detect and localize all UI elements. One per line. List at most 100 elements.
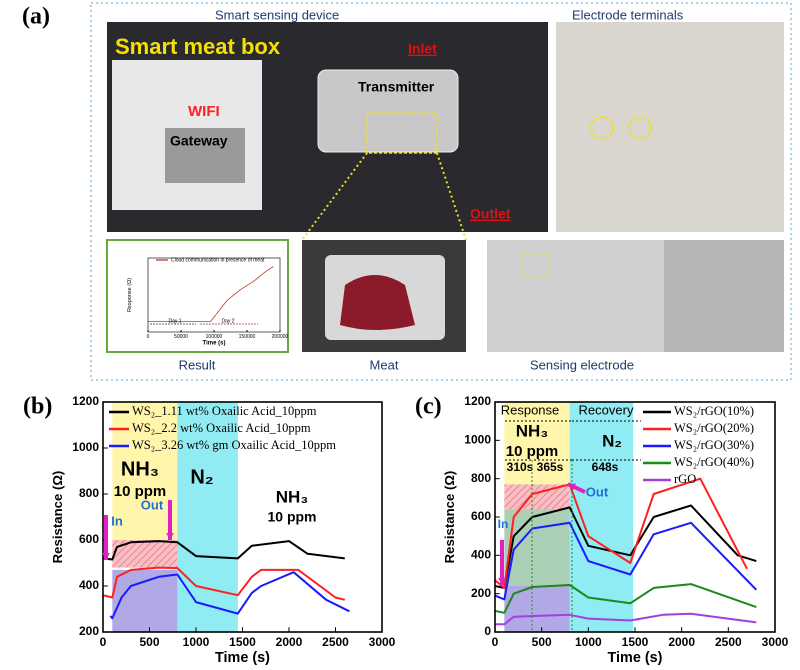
y-tick-label: 200 [471, 586, 491, 600]
y-tick-label: 200 [79, 624, 99, 638]
y-axis-label: Resistance (Ω) [50, 471, 65, 564]
x-axis-label: Time (s) [215, 650, 270, 666]
annotation: Day 2 [221, 318, 234, 324]
photo-electrode-zoom [664, 240, 784, 352]
x-tick-label: 100000 [206, 334, 223, 340]
annotation: Recovery [579, 402, 634, 417]
zoom-box [522, 254, 549, 278]
x-axis-label: Time (s) [203, 341, 226, 347]
panel-a-border [90, 2, 792, 381]
series-line [494, 521, 758, 601]
y-tick-label: 400 [471, 548, 491, 562]
x-tick-label: 0 [492, 635, 499, 649]
x-tick-label: 150000 [239, 334, 256, 340]
legend-label: WS₂/rGO(10%) [674, 404, 754, 418]
x-tick-label: 200000 [272, 334, 289, 340]
y-tick-label: 800 [79, 486, 99, 500]
legend-label: WS₂/rGO(40%) [674, 455, 754, 469]
y-tick-label: 0 [484, 624, 491, 638]
x-tick-label: 2000 [668, 635, 695, 649]
annotation: 365s [537, 460, 564, 474]
annotation: In [111, 513, 123, 528]
y-tick-label: 1200 [72, 394, 99, 408]
y-tick-label: 800 [471, 471, 491, 485]
series-line [494, 477, 748, 589]
chart: 0 500 1000 1500 2000 2500 3000 200 400 600 800 1000… [23, 394, 396, 667]
chart: 0 50000 100000 150000 200000 Time (s) Response… [127, 257, 289, 346]
annotation: 648s [592, 460, 619, 474]
photo-label: Outlet [470, 206, 511, 222]
y-tick-label: 600 [79, 532, 99, 546]
y-axis-label: Response (Ω) [127, 278, 133, 312]
series-line [102, 566, 346, 601]
shaded-region [112, 569, 178, 632]
annotation: Out [141, 497, 164, 512]
annotation: Response [501, 402, 560, 417]
x-tick-label: 2500 [715, 635, 742, 649]
x-tick-label: 50000 [174, 334, 188, 340]
photo-label: Smart meat box [115, 34, 281, 59]
zoom-box [366, 112, 438, 154]
photo-label: Smart sensing device [215, 7, 339, 22]
shaded-region [504, 402, 570, 485]
terminal-circle [590, 116, 614, 140]
panel-label: (a) [22, 4, 50, 30]
hatch [112, 540, 178, 568]
photo-label: Electrode terminals [572, 7, 684, 22]
annotation: 10 ppm [267, 509, 316, 525]
series-line [495, 612, 757, 626]
annotation: 310s [507, 460, 534, 474]
x-tick-label: 0 [100, 635, 107, 649]
x-tick-label: 3000 [369, 635, 396, 649]
x-tick-label: 3000 [762, 635, 789, 649]
photo-label: Gateway [170, 133, 228, 149]
annotation: Out [586, 484, 609, 499]
plot-background [148, 258, 280, 332]
series-line [148, 266, 274, 322]
photo-label: Sensing electrode [530, 357, 634, 372]
hatch [504, 484, 570, 510]
terminal-circle [628, 116, 652, 140]
photo-box [317, 69, 459, 153]
y-tick-label: 600 [471, 509, 491, 523]
photo-label: Transmitter [358, 79, 435, 95]
legend-label: WS₂/rGO(30%) [674, 438, 754, 452]
x-tick-label: 2500 [322, 635, 349, 649]
photo-label: Meat [370, 357, 399, 372]
y-tick-label: 1200 [464, 394, 491, 408]
annotation: In [498, 517, 509, 531]
y-tick-label: 1000 [464, 433, 491, 447]
photo-steak [340, 275, 415, 330]
legend-label: WS₂_2.2 wt% Oxailic Acid_10ppm [132, 421, 311, 435]
arrow-head [498, 577, 506, 585]
panel-label: (c) [415, 394, 442, 420]
legend-label: rGO [674, 472, 696, 486]
photo-label: Result [179, 357, 216, 372]
panel-label: (b) [23, 394, 52, 420]
x-tick-label: 1000 [575, 635, 602, 649]
annotation: N₂ [602, 431, 622, 450]
series-line [109, 571, 350, 620]
annotation: NH₃ [121, 458, 159, 480]
shaded-region [177, 402, 238, 632]
arrow-head [568, 483, 576, 491]
x-tick-label: 2000 [276, 635, 303, 649]
zoom-line [301, 152, 368, 241]
photo-gateway [165, 128, 245, 183]
annotation: 10 ppm [114, 483, 167, 500]
photo-label: Inlet [408, 41, 437, 57]
legend-label: WS₂_3.26 wt% gm Oxailic Acid_10ppm [132, 438, 336, 452]
x-tick-label: 0 [147, 334, 150, 340]
y-axis-label: Resistance (Ω) [442, 471, 457, 564]
annotation: 10 ppm [506, 443, 559, 460]
legend-label: WS₂_1.11 wt% Oxailic Acid_10ppm [132, 404, 317, 418]
photo-terminals [556, 22, 784, 232]
annotation: NH₃ [276, 487, 308, 506]
arrow-head [102, 552, 110, 560]
series-line [102, 540, 345, 561]
annotation: N₂ [190, 466, 213, 488]
series-line [494, 583, 757, 614]
series-line [494, 504, 757, 589]
arrow-head [166, 532, 174, 540]
legend-label: Cloud communication in presence of meat [171, 257, 265, 263]
